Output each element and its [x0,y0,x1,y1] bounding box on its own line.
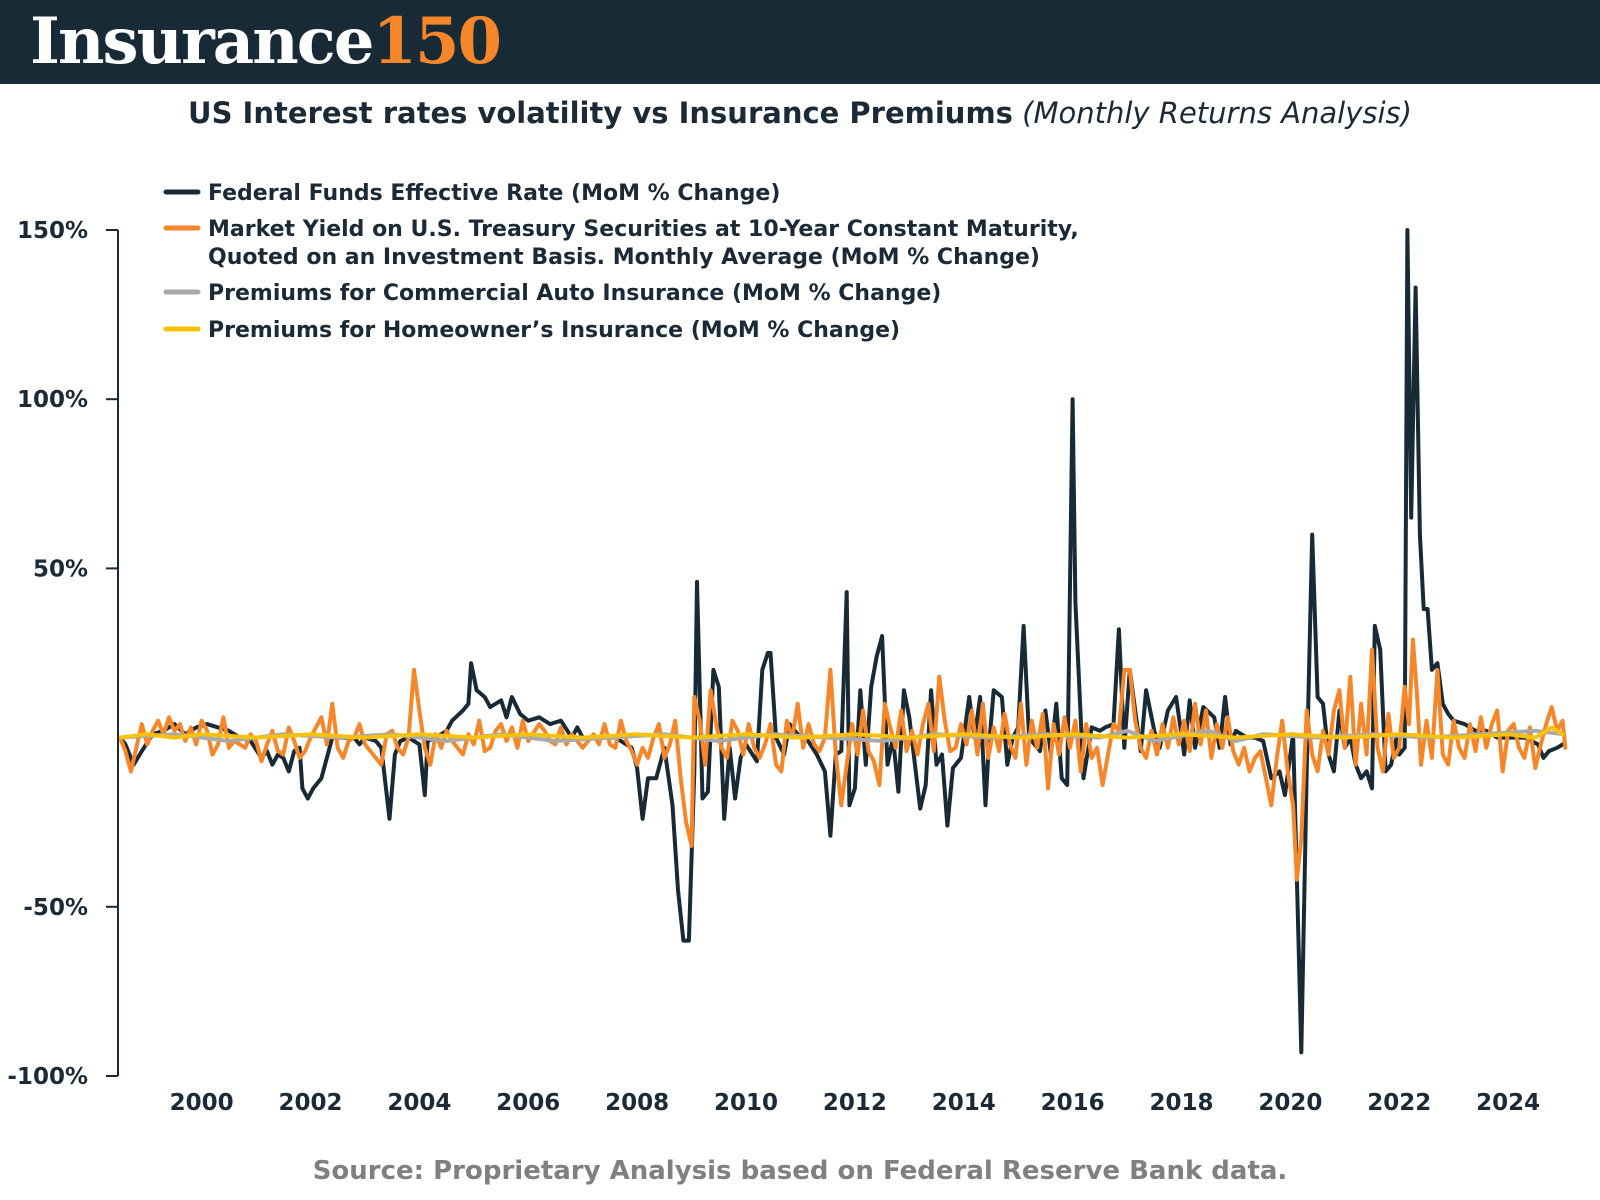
header-bar: Insurance150 [0,0,1600,84]
logo-word: Insurance [30,4,374,79]
x-tick-label: 2020 [1258,1090,1322,1116]
x-tick-label: 2010 [714,1090,778,1116]
chart-title-sub: (Monthly Returns Analysis) [1022,96,1412,130]
logo-number: 150 [372,4,502,79]
chart-title: US Interest rates volatility vs Insuranc… [0,92,1600,134]
x-tick-label: 2000 [170,1090,234,1116]
x-tick-label: 2018 [1149,1090,1213,1116]
x-tick-label: 2022 [1367,1090,1431,1116]
legend-entry-line: Quoted on an Investment Basis. Monthly A… [208,245,1040,270]
series-line-1 [118,228,1565,1055]
y-tick-label: 100% [17,387,88,413]
legend: Federal Funds Effective Rate (MoM % Chan… [163,181,1079,343]
x-tick-label: 2012 [823,1090,887,1116]
y-axis-ticks: -100% -50% 50% 100% 150% [7,218,118,1090]
x-tick-label: 2016 [1041,1090,1105,1116]
x-tick-label: 2008 [605,1090,669,1116]
series-lines [118,228,1568,1055]
legend-entry-line: Market Yield on U.S. Treasury Securities… [208,217,1079,242]
x-tick-label: 2004 [387,1090,451,1116]
chart-title-main: US Interest rates volatility vs Insuranc… [188,96,1013,130]
source-note: Source: Proprietary Analysis based on Fe… [312,1156,1288,1186]
x-axis-ticks: 2000 2002 2004 2006 2008 2010 2012 2014 2016 2018… [170,1090,1540,1116]
y-tick-label: -50% [23,895,88,921]
series-line-2 [118,637,1568,882]
x-tick-label: 2024 [1476,1090,1540,1116]
x-tick-label: 2006 [496,1090,560,1116]
brand-logo: Insurance150 [30,4,502,80]
x-tick-label: 2002 [279,1090,343,1116]
legend-entry: Premiums for Homeowner’s Insurance (MoM … [208,318,900,343]
y-tick-label: -100% [7,1064,88,1090]
series-line-4 [118,725,1565,740]
x-tick-label: 2014 [932,1090,996,1116]
legend-entry: Market Yield on U.S. Treasury Securities… [208,217,1079,270]
legend-entry: Premiums for Commercial Auto Insurance (… [208,281,941,306]
y-tick-label: 150% [17,218,88,244]
y-tick-label: 50% [33,556,88,582]
legend-entry: Federal Funds Effective Rate (MoM % Chan… [208,181,780,206]
